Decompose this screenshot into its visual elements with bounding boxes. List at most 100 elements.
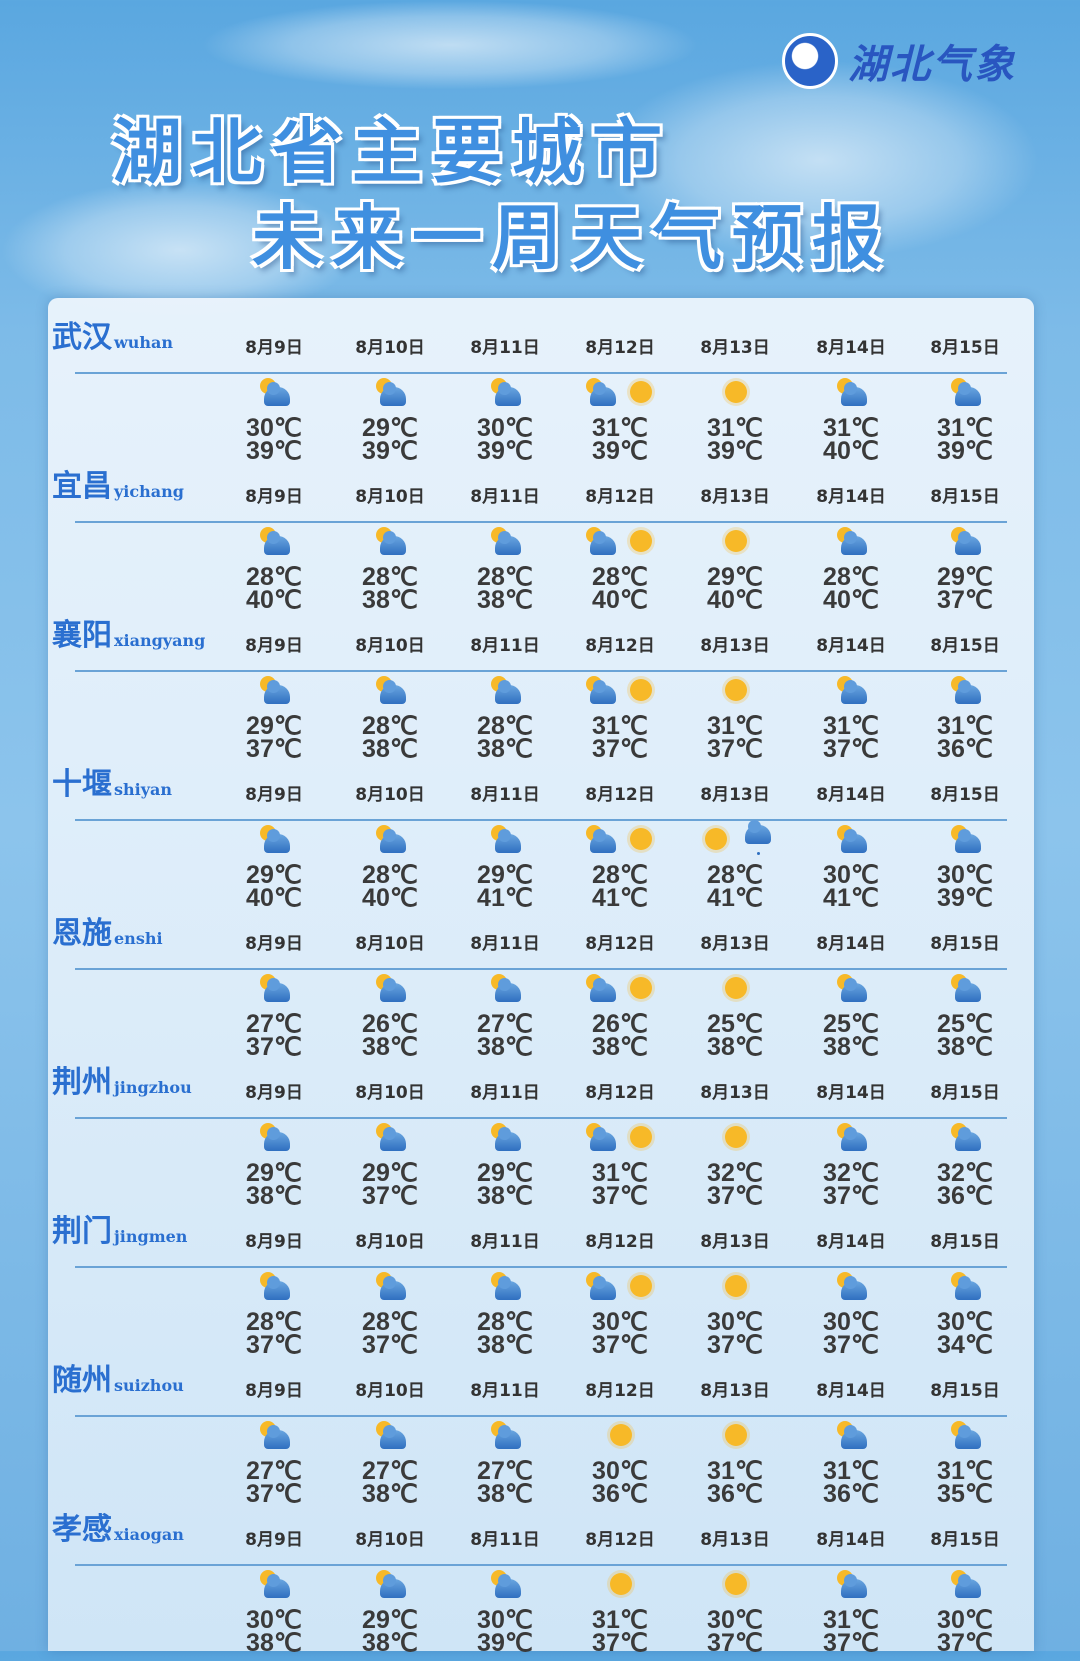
partly-cloudy-icon — [258, 825, 290, 855]
weather-icons — [450, 378, 560, 408]
low-temperature: 27℃ — [246, 1010, 302, 1038]
sunny-icon — [624, 676, 656, 706]
weather-icons — [565, 1570, 675, 1600]
partly-cloudy-icon — [258, 1421, 290, 1451]
sunny-icon — [604, 1421, 636, 1451]
city-name: 武汉 wuhan — [52, 320, 173, 356]
forecast-date: 8月9日 — [245, 338, 303, 358]
sun-shape — [630, 530, 652, 552]
cloud-shape — [841, 1425, 867, 1449]
partly-cloudy-icon — [584, 527, 616, 557]
high-temperature: 39℃ — [707, 437, 763, 465]
partly-cloudy-icon — [949, 527, 981, 557]
partly-cloudy-icon — [835, 378, 867, 408]
low-temperature: 29℃ — [246, 712, 302, 740]
low-temperature: 28℃ — [246, 563, 302, 591]
low-temperature: 26℃ — [592, 1010, 648, 1038]
forecast-date: 8月15日 — [930, 1232, 1000, 1252]
cloud-shape — [590, 978, 616, 1002]
high-temperature: 37℃ — [246, 1480, 302, 1508]
cloud-shape — [955, 978, 981, 1002]
weather-icons — [450, 676, 560, 706]
divider-line — [75, 968, 1007, 970]
forecast-date: 8月15日 — [930, 1083, 1000, 1103]
cloud-shape — [955, 1276, 981, 1300]
low-temperature: 30℃ — [707, 1308, 763, 1336]
partly-cloudy-icon — [835, 676, 867, 706]
sun-shape — [610, 1424, 632, 1446]
city-section: 荆州 jingzhou 8月9日 29℃ 38℃ 8月10日 29℃ 37℃ 8月11日 29℃ 3… — [48, 1065, 1034, 1214]
low-temperature: 27℃ — [246, 1457, 302, 1485]
sunny-icon — [699, 825, 731, 855]
weather-icons — [796, 378, 906, 408]
low-temperature: 29℃ — [707, 563, 763, 591]
cloud-shape — [264, 1425, 290, 1449]
weather-icons — [910, 1570, 1020, 1600]
partly-cloudy-icon — [489, 1570, 521, 1600]
city-name: 十堰 shiyan — [52, 767, 172, 803]
cloud-shape — [380, 1425, 406, 1449]
weather-icons — [565, 1272, 675, 1302]
weather-icons — [680, 1123, 790, 1153]
cloud-shape — [590, 1276, 616, 1300]
weather-icons — [450, 527, 560, 557]
cloud-shape — [841, 680, 867, 704]
low-temperature: 25℃ — [823, 1010, 879, 1038]
high-temperature: 38℃ — [477, 735, 533, 763]
forecast-date: 8月12日 — [585, 785, 655, 805]
weather-icons — [910, 1272, 1020, 1302]
cloud-shape — [955, 1574, 981, 1598]
high-temperature: 36℃ — [592, 1480, 648, 1508]
low-temperature: 31℃ — [592, 414, 648, 442]
low-temperature: 30℃ — [937, 1606, 993, 1634]
partly-cloudy-icon — [374, 676, 406, 706]
forecast-date: 8月14日 — [816, 1083, 886, 1103]
forecast-date: 8月14日 — [816, 1530, 886, 1550]
forecast-date: 8月14日 — [816, 1381, 886, 1401]
city-name: 襄阳 xiangyang — [52, 618, 205, 654]
sun-shape — [630, 1126, 652, 1148]
high-temperature: 34℃ — [937, 1331, 993, 1359]
forecast-date: 8月15日 — [930, 1381, 1000, 1401]
weather-icons — [680, 974, 790, 1004]
low-temperature: 32℃ — [823, 1159, 879, 1187]
forecast-date: 8月11日 — [470, 1083, 540, 1103]
shower-icon — [739, 820, 771, 855]
cloud-shape — [841, 1276, 867, 1300]
cloud-shape — [380, 829, 406, 853]
low-temperature: 30℃ — [477, 1606, 533, 1634]
low-temperature: 28℃ — [246, 1308, 302, 1336]
high-temperature: 35℃ — [937, 1480, 993, 1508]
weather-icons — [219, 1421, 329, 1451]
city-section: 十堰 shiyan 8月9日 29℃ 40℃ 8月10日 28℃ 40℃ 8月11日 29℃ 41℃… — [48, 767, 1034, 916]
low-temperature: 27℃ — [477, 1457, 533, 1485]
forecast-date: 8月13日 — [700, 487, 770, 507]
cloud-shape — [380, 680, 406, 704]
high-temperature: 39℃ — [592, 437, 648, 465]
cloud-shape — [495, 382, 521, 406]
high-temperature: 37℃ — [707, 1182, 763, 1210]
partly-cloudy-icon — [584, 378, 616, 408]
high-temperature: 37℃ — [823, 1629, 879, 1657]
forecast-date: 8月12日 — [585, 1083, 655, 1103]
high-temperature: 38℃ — [823, 1033, 879, 1061]
weather-icons — [219, 378, 329, 408]
forecast-date: 8月9日 — [245, 934, 303, 954]
partly-cloudy-icon — [584, 825, 616, 855]
sun-shape — [610, 1573, 632, 1595]
high-temperature: 38℃ — [592, 1033, 648, 1061]
city-name: 恩施 enshi — [52, 916, 163, 952]
sunny-icon — [624, 1272, 656, 1302]
low-temperature: 30℃ — [823, 861, 879, 889]
partly-cloudy-icon — [374, 825, 406, 855]
weather-icons — [335, 974, 445, 1004]
city-name: 孝感 xiaogan — [52, 1512, 184, 1548]
cloud-shape — [264, 1276, 290, 1300]
weather-icons — [565, 825, 675, 855]
weather-icons — [796, 676, 906, 706]
forecast-date: 8月13日 — [700, 338, 770, 358]
city-name-en: jingmen — [114, 1227, 188, 1246]
sun-shape — [725, 1126, 747, 1148]
sun-shape — [705, 828, 727, 850]
city-name-cn: 宜昌 — [52, 469, 112, 504]
